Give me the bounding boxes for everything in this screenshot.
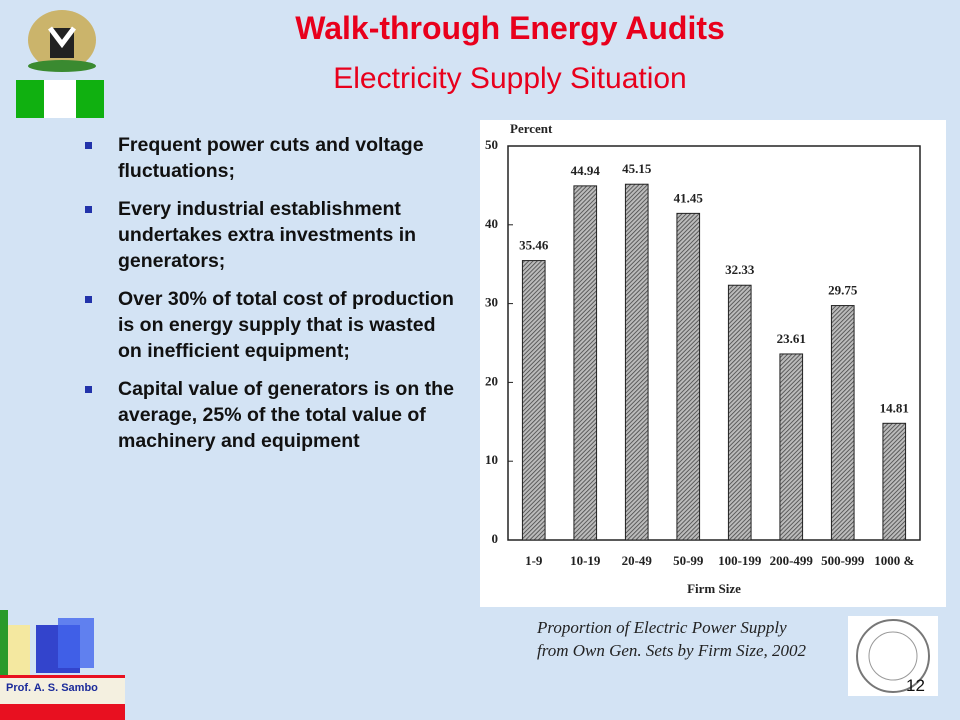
data-label: 32.33 [725,262,755,277]
data-label: 44.94 [571,163,601,178]
author: Prof. A. S. Sambo [6,682,98,694]
bullet: Every industrial establishment undertake… [80,196,460,274]
bullet: Capital value of generators is on the av… [80,376,460,454]
bar [727,284,752,541]
bar [779,353,804,541]
bullet: Over 30% of total cost of production is … [80,286,460,364]
y-tick-label: 50 [485,137,498,152]
title: Walk-through Energy Audits [295,10,725,46]
data-label: 41.45 [674,190,704,205]
data-label: 35.46 [519,238,549,253]
bar [521,260,546,541]
plot-frame [507,145,921,541]
x-tick-label: 50-99 [673,553,704,568]
bullet-list: Frequent power cuts and voltage fluctuat… [80,132,460,466]
x-tick-label: 20-49 [622,553,653,568]
y-tick-label: 20 [485,373,498,388]
bar [676,212,701,541]
flag [16,80,104,118]
caption: Proportion of Electric Power Supply from… [537,618,806,660]
subtitle: Electricity Supply Situation [333,62,687,95]
y-tick-label: 30 [485,295,498,310]
x-tick-label: 1-9 [525,553,543,568]
y-tick-label: 40 [485,216,498,231]
data-label: 29.75 [828,283,858,298]
x-tick-label: 1000 & [874,553,914,568]
data-label: 45.15 [622,161,652,176]
x-tick-label: 100-199 [718,553,762,568]
data-label: 14.81 [880,400,909,415]
page-number: 12 [906,676,925,695]
y-tick-label: 10 [485,452,498,467]
y-tick-label: 0 [492,531,499,546]
bar [573,185,598,541]
x-tick-label: 10-19 [570,553,601,568]
chart: Percent Firm Size 0 10 20 30 40 50 1-9 35.46 10-19… [485,121,921,596]
chart-background [480,120,946,607]
x-tick-label: 500-999 [821,553,865,568]
bullet: Frequent power cuts and voltage fluctuat… [80,132,460,184]
data-label: 23.61 [777,331,806,346]
logo [848,616,938,696]
x-tick-label: 200-499 [770,553,814,568]
x-axis-label: Firm Size [687,581,741,596]
corner-decor [0,610,125,720]
coat-of-arms [28,10,96,72]
bar [624,183,649,541]
y-axis-label: Percent [510,121,553,136]
bar [830,305,855,541]
bar [882,422,907,541]
